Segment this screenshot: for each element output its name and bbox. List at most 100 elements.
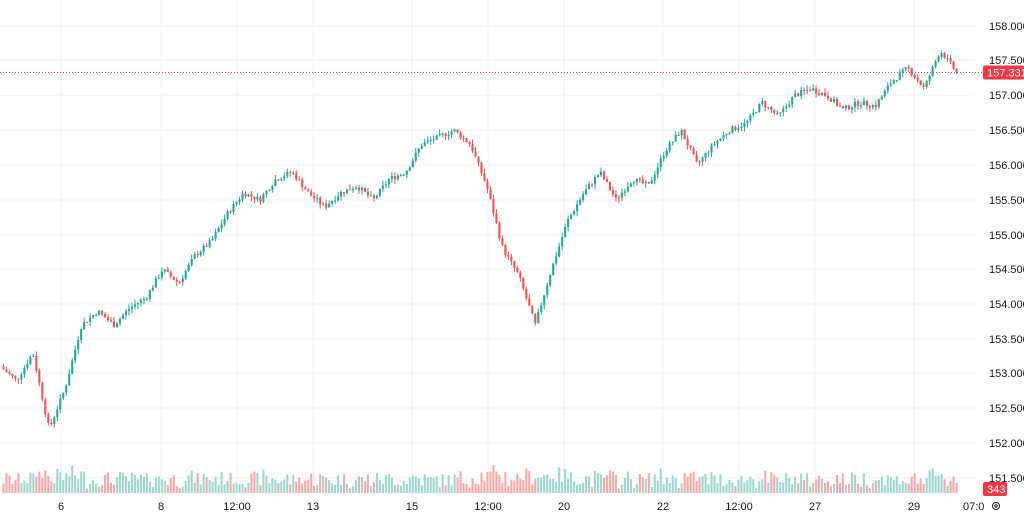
candle-body <box>11 373 14 377</box>
volume-bar <box>659 468 662 493</box>
candle-body <box>829 98 833 102</box>
candle-body <box>510 256 513 262</box>
candle-body <box>498 222 501 239</box>
volume-bar <box>737 479 740 493</box>
volume-bar <box>187 475 190 493</box>
candle-body <box>160 271 163 278</box>
candle-body <box>208 240 211 247</box>
volume-tag: 343 <box>983 482 1007 496</box>
candle-body <box>101 310 104 315</box>
volume-bar <box>145 473 148 493</box>
volume-bar <box>77 479 80 493</box>
candle-body <box>928 75 931 81</box>
volume-bar <box>390 477 393 493</box>
volume-bar <box>271 478 274 493</box>
candle-body <box>346 189 349 194</box>
volume-bar <box>623 478 626 493</box>
volume-bar <box>638 474 641 493</box>
candle-body <box>280 178 283 181</box>
volume-bar <box>286 474 289 493</box>
candle-body <box>115 323 119 328</box>
volume-bar <box>202 474 205 493</box>
volume-bar <box>226 480 229 493</box>
volume-bar <box>695 481 698 493</box>
candle-body <box>519 272 522 278</box>
candle-body <box>14 376 17 379</box>
candle-body <box>107 317 110 321</box>
volume-bar <box>217 484 220 493</box>
candle-body <box>366 191 370 196</box>
candle-body <box>910 67 913 76</box>
volume-bar <box>841 473 845 493</box>
volume-bar <box>447 475 450 493</box>
volume-bar <box>53 483 56 493</box>
volume-bar <box>916 483 919 493</box>
volume-bar <box>11 483 14 493</box>
candle-body <box>761 101 764 104</box>
candle-body <box>605 179 609 182</box>
volume-bar <box>770 472 773 493</box>
volume-bar <box>731 482 734 493</box>
volume-bar <box>363 481 367 493</box>
volume-bar <box>707 484 710 493</box>
volume-bar <box>139 474 142 493</box>
candle-body <box>277 179 280 181</box>
candle-body <box>456 129 459 133</box>
volume-bar <box>32 473 35 493</box>
candle-body <box>650 180 653 184</box>
volume-bar <box>829 486 833 493</box>
candle-body <box>262 194 265 202</box>
volume-bar <box>50 481 53 493</box>
candle-body <box>169 271 172 277</box>
candle-body <box>934 61 937 67</box>
candle-body <box>522 277 525 289</box>
volume-bar <box>408 477 411 493</box>
volume-bar <box>238 484 241 493</box>
candle-body <box>495 213 498 223</box>
volume-bar <box>653 474 656 493</box>
candle-body <box>163 269 166 272</box>
candle-body <box>492 199 495 214</box>
x-tick-label: 07:0 <box>963 501 984 510</box>
candle-body <box>525 288 528 299</box>
candle-body <box>704 153 707 158</box>
candle-body <box>378 188 381 196</box>
volume-bar <box>47 475 50 493</box>
candle-body <box>340 192 343 197</box>
candle-body <box>80 329 83 341</box>
candle-body <box>892 80 895 84</box>
y-tick-label: 156.500 <box>989 125 1024 137</box>
volume-bar <box>169 478 172 493</box>
candle-body <box>632 182 635 184</box>
candle-body <box>653 174 656 181</box>
volume-bar <box>871 483 874 493</box>
candle-body <box>531 305 534 314</box>
time-axis[interactable]: 6 8 12:00 13 15 12:00 20 22 12:00 27 29 07:0 <box>58 501 984 510</box>
volume-bar <box>576 484 579 493</box>
volume-bar <box>346 483 349 493</box>
volume-bar <box>112 484 116 493</box>
volume-tag-bg <box>983 482 1007 496</box>
candle-body <box>689 145 692 149</box>
volume-bar <box>426 477 429 493</box>
candle-body <box>608 181 612 190</box>
gear-icon[interactable] <box>990 500 1002 512</box>
candle-body <box>740 126 743 129</box>
candle-body <box>656 167 659 175</box>
candle-body <box>635 178 638 183</box>
price-axis[interactable]: 151.500152.000152.500153.000153.500154.0… <box>989 21 1024 485</box>
candle-body <box>871 104 874 108</box>
last-price-tag: 157.331 <box>983 65 1024 80</box>
candle-body <box>89 317 92 323</box>
candle-body <box>157 277 160 279</box>
candle-body <box>749 115 752 121</box>
candle-body <box>226 211 229 219</box>
volume-bar <box>734 486 737 493</box>
volume-bar <box>193 482 196 493</box>
candle-body <box>77 340 80 350</box>
candle-body <box>797 93 800 97</box>
candle-body <box>154 278 157 288</box>
volume-bar <box>190 470 193 493</box>
x-tick-label: 29 <box>908 501 920 510</box>
